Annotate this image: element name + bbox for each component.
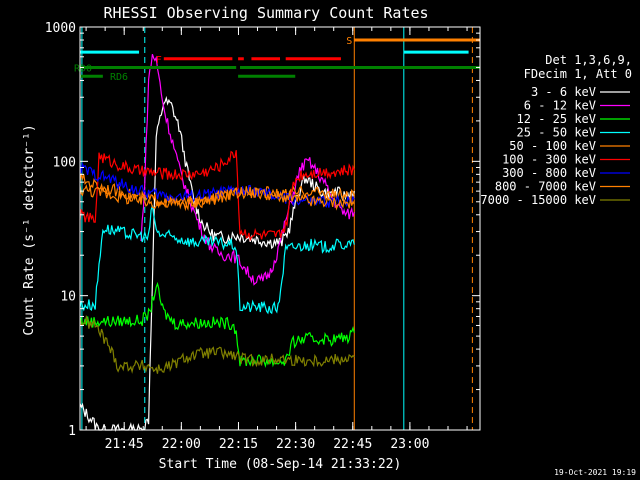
state-bar-label-2: RD0	[74, 63, 92, 74]
series-line-8	[79, 314, 355, 374]
legend-header-line2: FDecim 1, Att 0	[524, 67, 632, 81]
state-bar-label-4: S	[346, 36, 352, 47]
series-line-7	[79, 184, 355, 212]
legend-label-3: 25 - 50 keV	[517, 126, 596, 140]
series-line-6	[79, 161, 355, 208]
x-axis-label: Start Time (08-Sep-14 21:33:22)	[159, 457, 402, 472]
legend-label-2: 12 - 25 keV	[517, 112, 596, 126]
legend-label-5: 100 - 300 keV	[502, 153, 596, 167]
x-tick-label-5: 23:00	[390, 437, 429, 452]
x-tick-label-3: 22:30	[276, 437, 315, 452]
legend-label-4: 50 - 100 keV	[509, 139, 596, 153]
legend-label-7: 800 - 7000 keV	[495, 180, 596, 194]
y-tick-label-3: 1000	[45, 21, 76, 36]
legend-label-1: 6 - 12 keV	[524, 99, 596, 113]
series-line-5	[79, 150, 355, 242]
series-line-2	[79, 281, 355, 369]
y-axis-label: Count Rate (s⁻¹ detector⁻¹)	[22, 124, 37, 335]
x-tick-label-0: 21:45	[105, 437, 144, 452]
y-tick-label-2: 100	[53, 155, 76, 170]
plot-frame	[79, 26, 481, 431]
legend-label-0: 3 - 6 keV	[531, 85, 596, 99]
series-line-0	[79, 95, 355, 432]
legend-header-line1: Det 1,3,6,9,	[545, 53, 632, 67]
state-bar-label-3: RD6	[110, 72, 128, 83]
x-tick-label-2: 22:15	[219, 437, 258, 452]
series-line-3	[79, 205, 355, 315]
y-tick-label-1: 10	[60, 290, 76, 305]
series-line-1	[140, 54, 355, 286]
x-tick-label-4: 22:45	[333, 437, 372, 452]
chart-title: RHESSI Observing Summary Count Rates	[103, 4, 428, 22]
legend-label-6: 300 - 800 keV	[502, 166, 596, 180]
state-bar-label-1: F	[156, 55, 162, 66]
legend-label-8: 7000 - 15000 keV	[480, 193, 596, 207]
render-timestamp: 19-Oct-2021 19:19	[554, 468, 636, 477]
y-tick-label-0: 1	[68, 424, 76, 439]
x-tick-label-1: 22:00	[162, 437, 201, 452]
